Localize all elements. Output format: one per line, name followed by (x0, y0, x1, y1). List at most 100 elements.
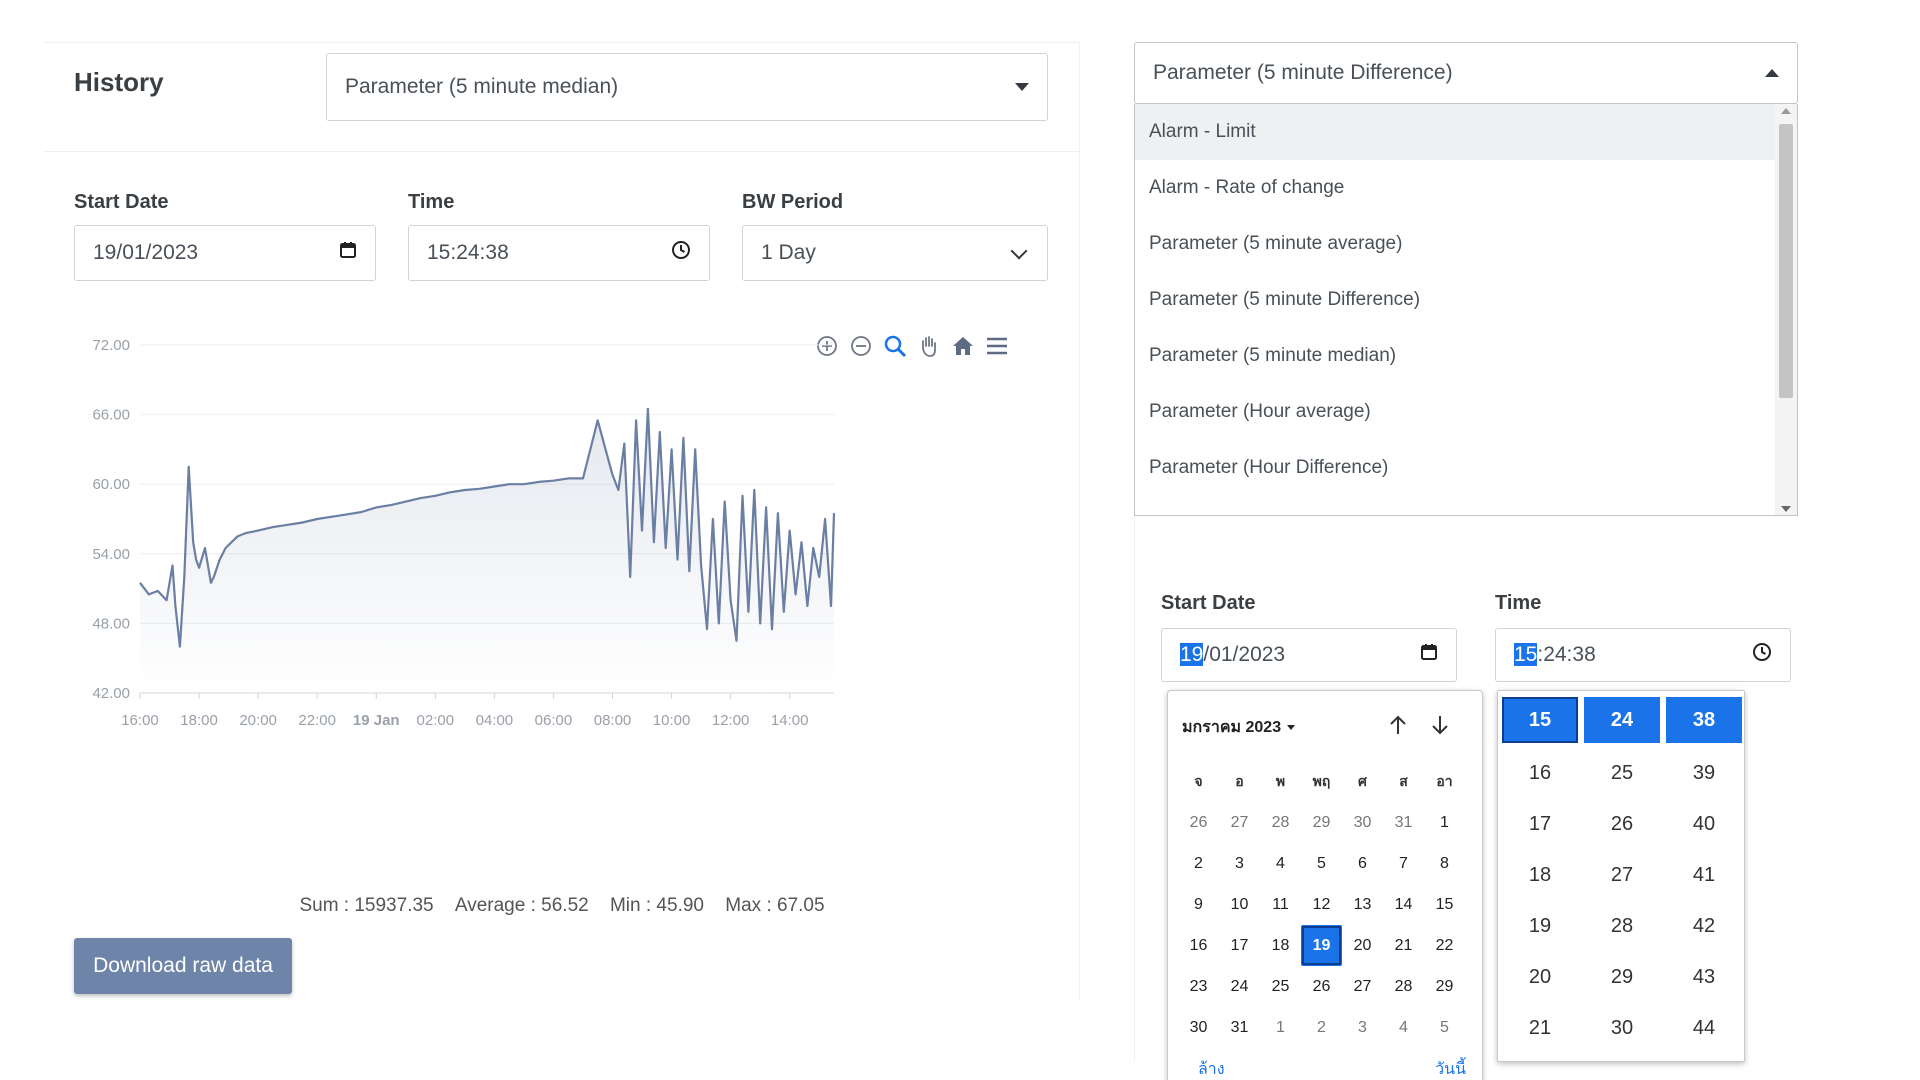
home-icon[interactable] (950, 333, 976, 359)
time-option-selected[interactable]: 38 (1666, 697, 1742, 743)
calendar-day-selected[interactable]: 19 (1301, 925, 1342, 966)
time-option[interactable]: 40 (1692, 813, 1716, 835)
time-option[interactable]: 21 (1528, 1017, 1552, 1039)
calendar-day[interactable]: 21 (1394, 936, 1413, 954)
time-option[interactable]: 27 (1610, 864, 1634, 886)
calendar-clear-link[interactable]: ล้าง (1198, 1061, 1225, 1078)
dropdown-option[interactable]: Parameter (5 minute median) (1149, 345, 1397, 366)
menu-icon[interactable] (984, 333, 1010, 359)
calendar-day[interactable]: 3 (1358, 1018, 1367, 1036)
calendar-day[interactable]: 3 (1235, 854, 1244, 872)
calendar-day[interactable]: 25 (1271, 977, 1290, 995)
time-option-selected[interactable]: 15 (1502, 697, 1578, 743)
start-date-input[interactable]: 19/01/2023 (74, 225, 376, 281)
calendar-day[interactable]: 11 (1272, 895, 1289, 913)
calendar-month-select[interactable]: มกราคม 2023 (1182, 715, 1296, 740)
dropdown-option[interactable]: Parameter (Hour Difference) (1149, 457, 1389, 478)
calendar-day[interactable]: 28 (1271, 813, 1290, 831)
time-option[interactable]: 43 (1692, 966, 1716, 988)
clock-icon[interactable] (1752, 642, 1772, 668)
dropdown-option[interactable]: Parameter (Hour average) (1149, 401, 1371, 422)
pan-icon[interactable] (916, 333, 942, 359)
calendar-day[interactable]: 7 (1399, 854, 1408, 872)
time-option[interactable]: 20 (1528, 966, 1552, 988)
calendar-day[interactable]: 6 (1358, 854, 1367, 872)
time-option[interactable]: 25 (1610, 762, 1634, 784)
download-raw-data-button[interactable]: Download raw data (74, 938, 292, 994)
calendar-day[interactable]: 29 (1435, 977, 1454, 995)
scrollbar-thumb[interactable] (1779, 124, 1793, 398)
calendar-day[interactable]: 23 (1189, 977, 1208, 995)
right-time-input[interactable]: 15:24:38 (1495, 628, 1791, 682)
calendar-day[interactable]: 18 (1271, 936, 1290, 954)
calendar-day[interactable]: 20 (1353, 936, 1372, 954)
zoom-select-icon[interactable] (882, 333, 908, 359)
calendar-day[interactable]: 24 (1230, 977, 1249, 995)
calendar-day[interactable]: 28 (1394, 977, 1413, 995)
time-option[interactable]: 26 (1610, 813, 1634, 835)
x-tick-label: 08:00 (594, 712, 632, 729)
arrow-up-icon[interactable] (1384, 711, 1412, 739)
calendar-day[interactable]: 1 (1440, 813, 1449, 831)
calendar-day[interactable]: 8 (1440, 854, 1449, 872)
time-option[interactable]: 16 (1528, 762, 1552, 784)
calendar-day[interactable]: 14 (1394, 895, 1413, 913)
calendar-day[interactable]: 27 (1230, 813, 1249, 831)
calendar-weekday: พ (1275, 772, 1286, 789)
calendar-day[interactable]: 30 (1353, 813, 1372, 831)
calendar-day[interactable]: 13 (1353, 895, 1372, 913)
calendar-day[interactable]: 12 (1312, 895, 1331, 913)
calendar-day[interactable]: 9 (1194, 895, 1203, 913)
time-option[interactable]: 44 (1692, 1017, 1716, 1039)
time-option-selected[interactable]: 24 (1584, 697, 1660, 743)
calendar-day[interactable]: 16 (1189, 936, 1208, 954)
calendar-day[interactable]: 26 (1312, 977, 1331, 995)
time-option[interactable]: 19 (1528, 915, 1552, 937)
time-option[interactable]: 39 (1692, 762, 1716, 784)
calendar-icon[interactable] (1420, 643, 1438, 667)
dropdown-option[interactable]: Parameter (5 minute average) (1149, 233, 1403, 254)
time-option[interactable]: 30 (1610, 1017, 1634, 1039)
calendar-day[interactable]: 15 (1435, 895, 1454, 913)
calendar-day[interactable]: 4 (1399, 1018, 1408, 1036)
time-option[interactable]: 18 (1528, 864, 1552, 886)
dropdown-option[interactable]: Alarm - Limit (1135, 104, 1775, 160)
calendar-day[interactable]: 17 (1230, 936, 1249, 954)
time-option[interactable]: 17 (1528, 813, 1552, 835)
dropdown-scrollbar[interactable] (1775, 104, 1797, 515)
calendar-day[interactable]: 27 (1353, 977, 1372, 995)
calendar-icon[interactable] (339, 241, 357, 265)
scroll-up-icon[interactable] (1781, 108, 1791, 114)
time-option[interactable]: 41 (1692, 864, 1716, 886)
parameter-select[interactable]: Parameter (5 minute median) (326, 53, 1048, 121)
calendar-day[interactable]: 26 (1189, 813, 1208, 831)
calendar-day[interactable]: 31 (1230, 1018, 1249, 1036)
dropdown-option[interactable]: Parameter (5 minute Difference) (1149, 289, 1421, 310)
calendar-day[interactable]: 31 (1394, 813, 1413, 831)
clock-icon[interactable] (671, 240, 691, 266)
time-option[interactable]: 28 (1610, 915, 1634, 937)
calendar-day[interactable]: 5 (1317, 854, 1326, 872)
time-input[interactable]: 15:24:38 (408, 225, 710, 281)
time-option[interactable]: 42 (1692, 915, 1716, 937)
calendar-day[interactable]: 4 (1276, 854, 1285, 872)
time-option[interactable]: 29 (1610, 966, 1634, 988)
calendar-day[interactable]: 22 (1435, 936, 1454, 954)
scroll-down-icon[interactable] (1781, 506, 1791, 512)
calendar-day[interactable]: 29 (1312, 813, 1331, 831)
right-start-date-input[interactable]: 19/01/2023 (1161, 628, 1457, 682)
zoom-in-icon[interactable] (814, 333, 840, 359)
calendar-day[interactable]: 5 (1440, 1018, 1449, 1036)
calendar-day[interactable]: 2 (1317, 1018, 1326, 1036)
dropdown-option[interactable]: Alarm - Rate of change (1149, 177, 1345, 198)
parameter-select-open[interactable]: Parameter (5 minute Difference) (1134, 42, 1798, 104)
calendar-day[interactable]: 10 (1230, 895, 1249, 913)
arrow-down-icon[interactable] (1426, 711, 1454, 739)
calendar-day[interactable]: 2 (1194, 854, 1203, 872)
calendar-day[interactable]: 30 (1189, 1018, 1208, 1036)
calendar-today-link[interactable]: วันนี้ (1435, 1061, 1466, 1078)
bw-period-select[interactable]: 1 Day (742, 225, 1048, 281)
calendar-grid: จอพพฤศสอา 26 27 28 29 30 31 1 2 3 4 5 6 7 8 9 10 11 12 13 14… (1178, 761, 1468, 1048)
calendar-day[interactable]: 1 (1276, 1018, 1285, 1036)
zoom-out-icon[interactable] (848, 333, 874, 359)
